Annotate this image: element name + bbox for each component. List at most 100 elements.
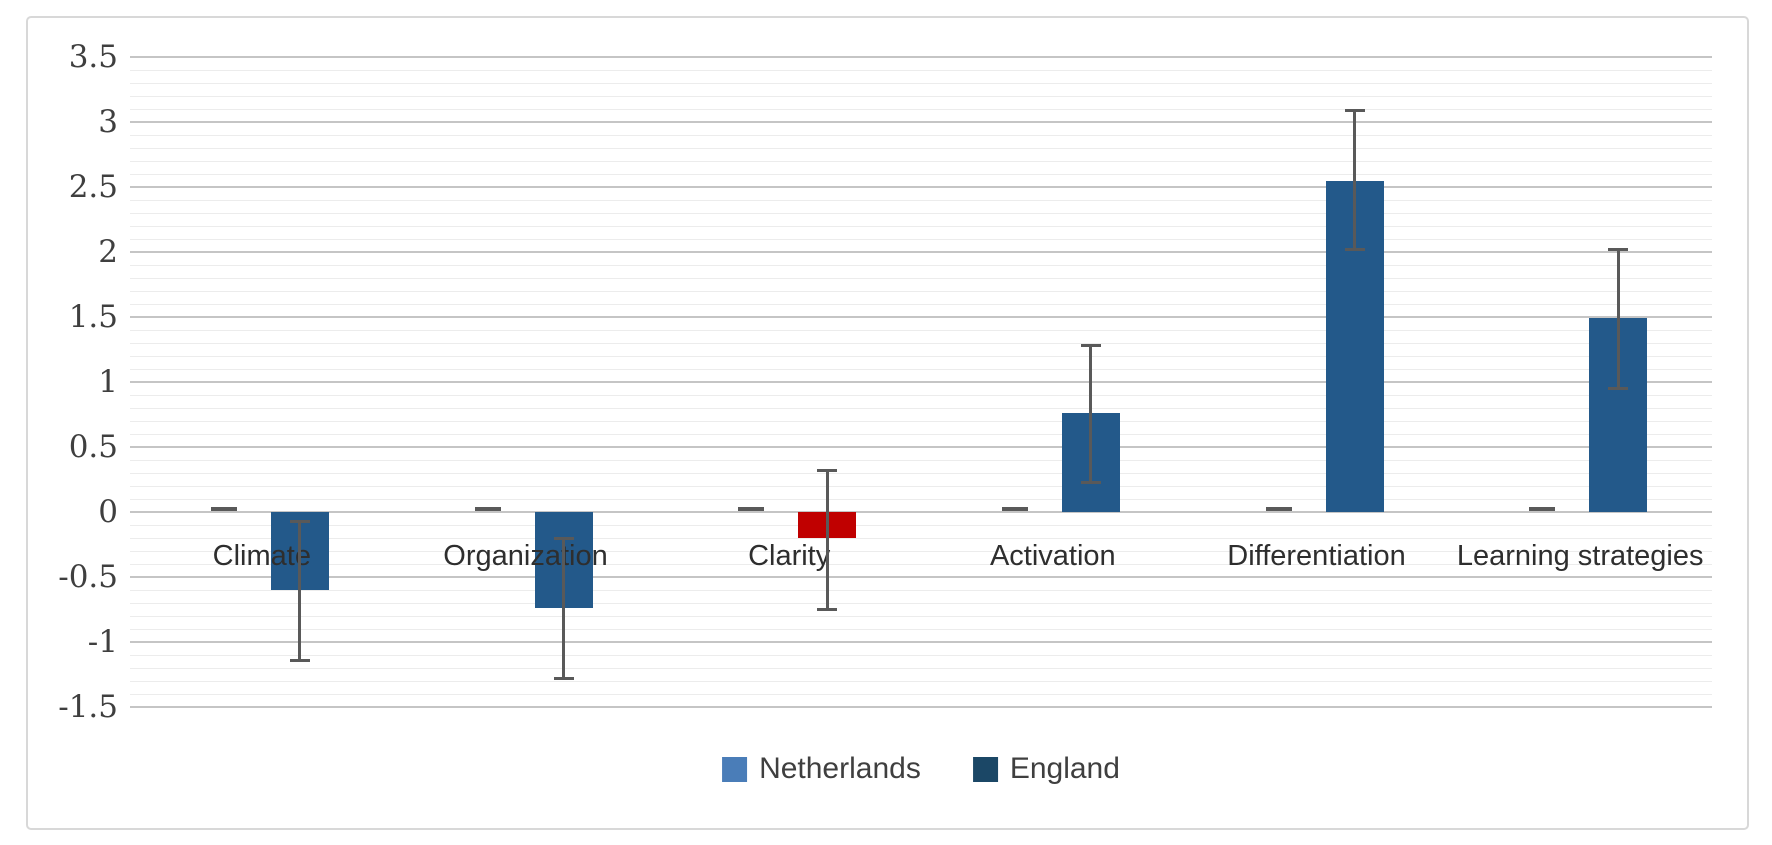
minor-gridline [130,330,1712,331]
y-axis-tick-label: 1.5 [68,299,118,335]
major-gridline [130,446,1712,448]
major-gridline [130,641,1712,643]
bar-netherlands-climate [210,507,237,512]
legend-swatch-icon [972,756,998,782]
error-bar-line [1089,345,1093,483]
legend-swatch-icon [722,756,748,782]
error-bar-line [1353,110,1356,250]
minor-gridline [130,564,1712,565]
bar-netherlands-activation [1001,507,1028,512]
minor-gridline [130,135,1712,136]
error-bar-line [1616,249,1620,389]
major-gridline [130,251,1712,253]
legend-label: Netherlands [759,752,921,785]
bar-netherlands-differentiation [1265,507,1292,512]
minor-gridline [130,343,1712,344]
y-axis-tick-label: 3 [98,104,118,140]
major-gridline [130,316,1712,318]
minor-gridline [130,96,1712,97]
legend-item-england: England [972,752,1120,786]
major-gridline [130,381,1712,383]
error-bar-line [562,538,565,679]
error-bar-cap [1080,480,1101,484]
error-bar-cap [817,468,838,472]
minor-gridline [130,525,1712,526]
y-axis-tick-label: 1 [98,364,118,400]
minor-gridline [130,629,1712,630]
minor-gridline [130,356,1712,357]
minor-gridline [130,616,1712,617]
minor-gridline [130,395,1712,396]
y-axis-tick-label: -1.5 [58,689,118,725]
y-axis-tick-label: 3.5 [68,39,118,75]
minor-gridline [130,278,1712,279]
error-bar-line [825,470,829,610]
minor-gridline [130,681,1712,682]
category-label: Climate [212,540,311,572]
error-bar-cap [289,519,310,523]
category-label: Activation [989,540,1116,572]
minor-gridline [130,174,1712,175]
minor-gridline [130,148,1712,149]
minor-gridline [130,694,1712,695]
minor-gridline [130,200,1712,201]
y-axis-tick-label: -1 [87,624,118,660]
minor-gridline [130,109,1712,110]
major-gridline [130,706,1712,708]
minor-gridline [130,408,1712,409]
minor-gridline [130,668,1712,669]
error-bar-cap [817,608,838,611]
minor-gridline [130,499,1712,500]
category-label: Clarity [748,540,831,572]
bar-netherlands-organization [474,507,501,512]
legend-item-netherlands: Netherlands [722,752,921,786]
major-gridline [130,121,1712,123]
major-gridline [130,511,1712,513]
minor-gridline [130,460,1712,461]
error-bar-cap [553,676,574,680]
minor-gridline [130,590,1712,591]
major-gridline [130,56,1712,58]
minor-gridline [130,551,1712,552]
error-bar-cap [1608,387,1629,390]
minor-gridline [130,434,1712,435]
minor-gridline [130,655,1712,656]
y-axis-tick-label: 0.5 [68,429,118,465]
minor-gridline [130,239,1712,240]
error-bar-cap [289,658,310,662]
category-label: Differentiation [1227,540,1406,572]
error-bar-cap [553,536,574,540]
y-axis-tick-label: 0 [98,494,118,530]
minor-gridline [130,369,1712,370]
minor-gridline [130,161,1712,162]
bar-netherlands-clarity [738,507,765,512]
category-label: Learning strategies [1456,540,1704,572]
minor-gridline [130,213,1712,214]
error-bar-cap [1608,247,1629,251]
major-gridline [130,576,1712,578]
minor-gridline [130,603,1712,604]
minor-gridline [130,265,1712,266]
major-gridline [130,186,1712,188]
bar-netherlands-learning-strategies [1529,507,1556,512]
minor-gridline [130,473,1712,474]
error-bar-cap [1344,108,1365,112]
minor-gridline [130,304,1712,305]
y-axis-tick-label: 2 [98,234,118,270]
y-axis-tick-label: -0.5 [58,559,118,595]
minor-gridline [130,226,1712,227]
error-bar-cap [1080,344,1101,348]
legend: Netherlands England [722,752,1120,786]
error-bar-cap [1344,247,1365,251]
minor-gridline [130,486,1712,487]
y-axis-tick-label: 2.5 [68,169,118,205]
minor-gridline [130,538,1712,539]
legend-label: England [1009,752,1120,785]
error-bar-line [298,521,302,661]
minor-gridline [130,421,1712,422]
minor-gridline [130,83,1712,84]
minor-gridline [130,291,1712,292]
minor-gridline [130,70,1712,71]
category-label: Organization [443,540,608,572]
